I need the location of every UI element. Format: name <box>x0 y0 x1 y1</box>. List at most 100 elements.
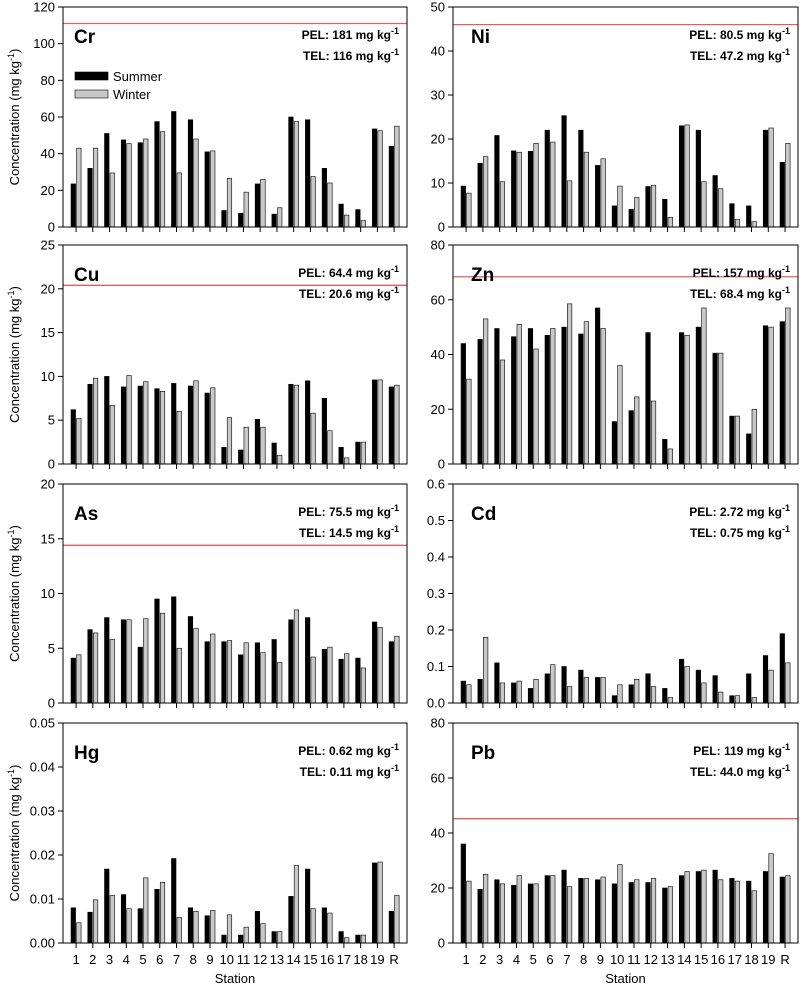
bar-winter <box>310 908 316 944</box>
y-tick-label: 0 <box>438 457 445 472</box>
bar-winter <box>92 632 99 704</box>
bar-winter <box>768 853 774 944</box>
bar-summer <box>645 673 651 704</box>
plot-frame <box>452 244 799 465</box>
bar-summer <box>305 617 311 704</box>
bar-summer <box>171 858 177 944</box>
bar-winter <box>701 181 707 228</box>
bar-summer <box>204 392 210 465</box>
y-tick-label: 10 <box>431 176 445 191</box>
bar-summer <box>120 386 127 465</box>
bar-summer <box>595 677 601 704</box>
x-tick-label: 15 <box>694 952 708 967</box>
bar-winter <box>143 877 149 944</box>
bar-winter <box>143 618 149 704</box>
bar-summer <box>87 911 93 944</box>
legend-swatch-summer <box>74 71 109 81</box>
bar-summer <box>595 165 601 228</box>
bar-winter <box>193 138 199 228</box>
x-tick-label: 2 <box>479 952 486 967</box>
bar-summer <box>527 328 534 465</box>
bar-winter <box>600 328 606 465</box>
x-tick-label: 3 <box>106 952 113 967</box>
bar-winter <box>516 151 522 228</box>
bar-winter <box>734 219 741 228</box>
bar-winter <box>684 335 690 465</box>
bar-winter <box>377 130 383 228</box>
bar-winter <box>600 158 606 228</box>
bar-summer <box>321 907 327 944</box>
bar-winter <box>583 321 589 465</box>
y-tick-label: 40 <box>431 347 445 362</box>
x-tick-label: 4 <box>513 952 520 967</box>
metal-label: Zn <box>471 265 494 286</box>
x-tick-label: R <box>389 952 398 967</box>
bar-winter <box>785 875 791 944</box>
bar-summer <box>762 871 769 944</box>
tel-label: TEL: 68.4 mg kg-1 <box>690 285 790 301</box>
bar-summer <box>70 183 76 228</box>
bar-summer <box>712 869 718 944</box>
bar-winter <box>327 430 333 465</box>
bar-winter <box>734 415 741 465</box>
x-tick-label: 14 <box>677 952 691 967</box>
bar-winter <box>176 917 182 944</box>
x-tick-label: 11 <box>627 952 641 967</box>
bar-winter <box>394 895 400 944</box>
bar-winter <box>667 697 673 704</box>
tel-label: TEL: 0.11 mg kg-1 <box>300 763 399 779</box>
bar-winter <box>226 914 233 944</box>
bar-winter <box>718 352 724 465</box>
bar-summer <box>238 212 244 228</box>
bar-summer <box>321 649 327 704</box>
y-tick-label: 15 <box>41 325 55 340</box>
bar-summer <box>712 352 718 465</box>
bar-summer <box>187 616 194 704</box>
bar-winter <box>277 662 283 704</box>
legend-swatch-winter <box>74 89 109 99</box>
bar-winter <box>483 156 489 228</box>
bar-summer <box>729 878 735 944</box>
bar-summer <box>120 139 127 228</box>
bar-summer <box>662 198 668 228</box>
panel-cr: 0 20 40 60 80 100 120 Cr PEL: 181 mg kg-1 TEL: 11… <box>6 0 408 235</box>
tel-label: TEL: 14.5 mg kg-1 <box>299 524 399 540</box>
bar-winter <box>617 185 623 228</box>
bar-winter <box>176 411 182 465</box>
y-tick-label: 20 <box>431 402 445 417</box>
bar-winter <box>226 178 233 228</box>
bar-winter <box>109 639 115 704</box>
plot-frame <box>452 483 799 704</box>
bar-summer <box>271 442 277 465</box>
bar-winter <box>533 883 539 944</box>
bar-summer <box>746 880 752 944</box>
y-tick-label: 120 <box>33 0 55 15</box>
bar-summer <box>611 883 617 944</box>
bar-winter <box>92 899 99 944</box>
bar-winter <box>377 861 383 944</box>
bar-summer <box>187 385 194 465</box>
bar-summer <box>70 657 76 704</box>
bar-summer <box>104 617 110 704</box>
bar-summer <box>254 911 260 944</box>
bar-summer <box>561 869 567 944</box>
bar-summer <box>321 168 327 228</box>
bar-summer <box>238 934 244 944</box>
y-tick-label: 0.05 <box>30 716 55 731</box>
bar-summer <box>544 335 550 465</box>
plot-frame <box>452 722 799 944</box>
x-tick-label: 4 <box>123 952 130 967</box>
y-tick-label: 20 <box>431 881 445 896</box>
y-axis-title: Concentration (mg kg-1) <box>6 286 22 423</box>
y-tick-label: 0 <box>48 696 55 711</box>
bar-summer <box>628 684 634 704</box>
bar-summer <box>695 871 701 944</box>
bar-winter <box>785 307 791 465</box>
bar-summer <box>154 598 160 704</box>
bar-summer <box>662 887 668 944</box>
y-tick-label: 60 <box>431 292 445 307</box>
bar-winter <box>344 653 350 704</box>
x-tick-label: 18 <box>744 952 758 967</box>
bar-summer <box>645 882 651 944</box>
bar-winter <box>499 359 506 465</box>
